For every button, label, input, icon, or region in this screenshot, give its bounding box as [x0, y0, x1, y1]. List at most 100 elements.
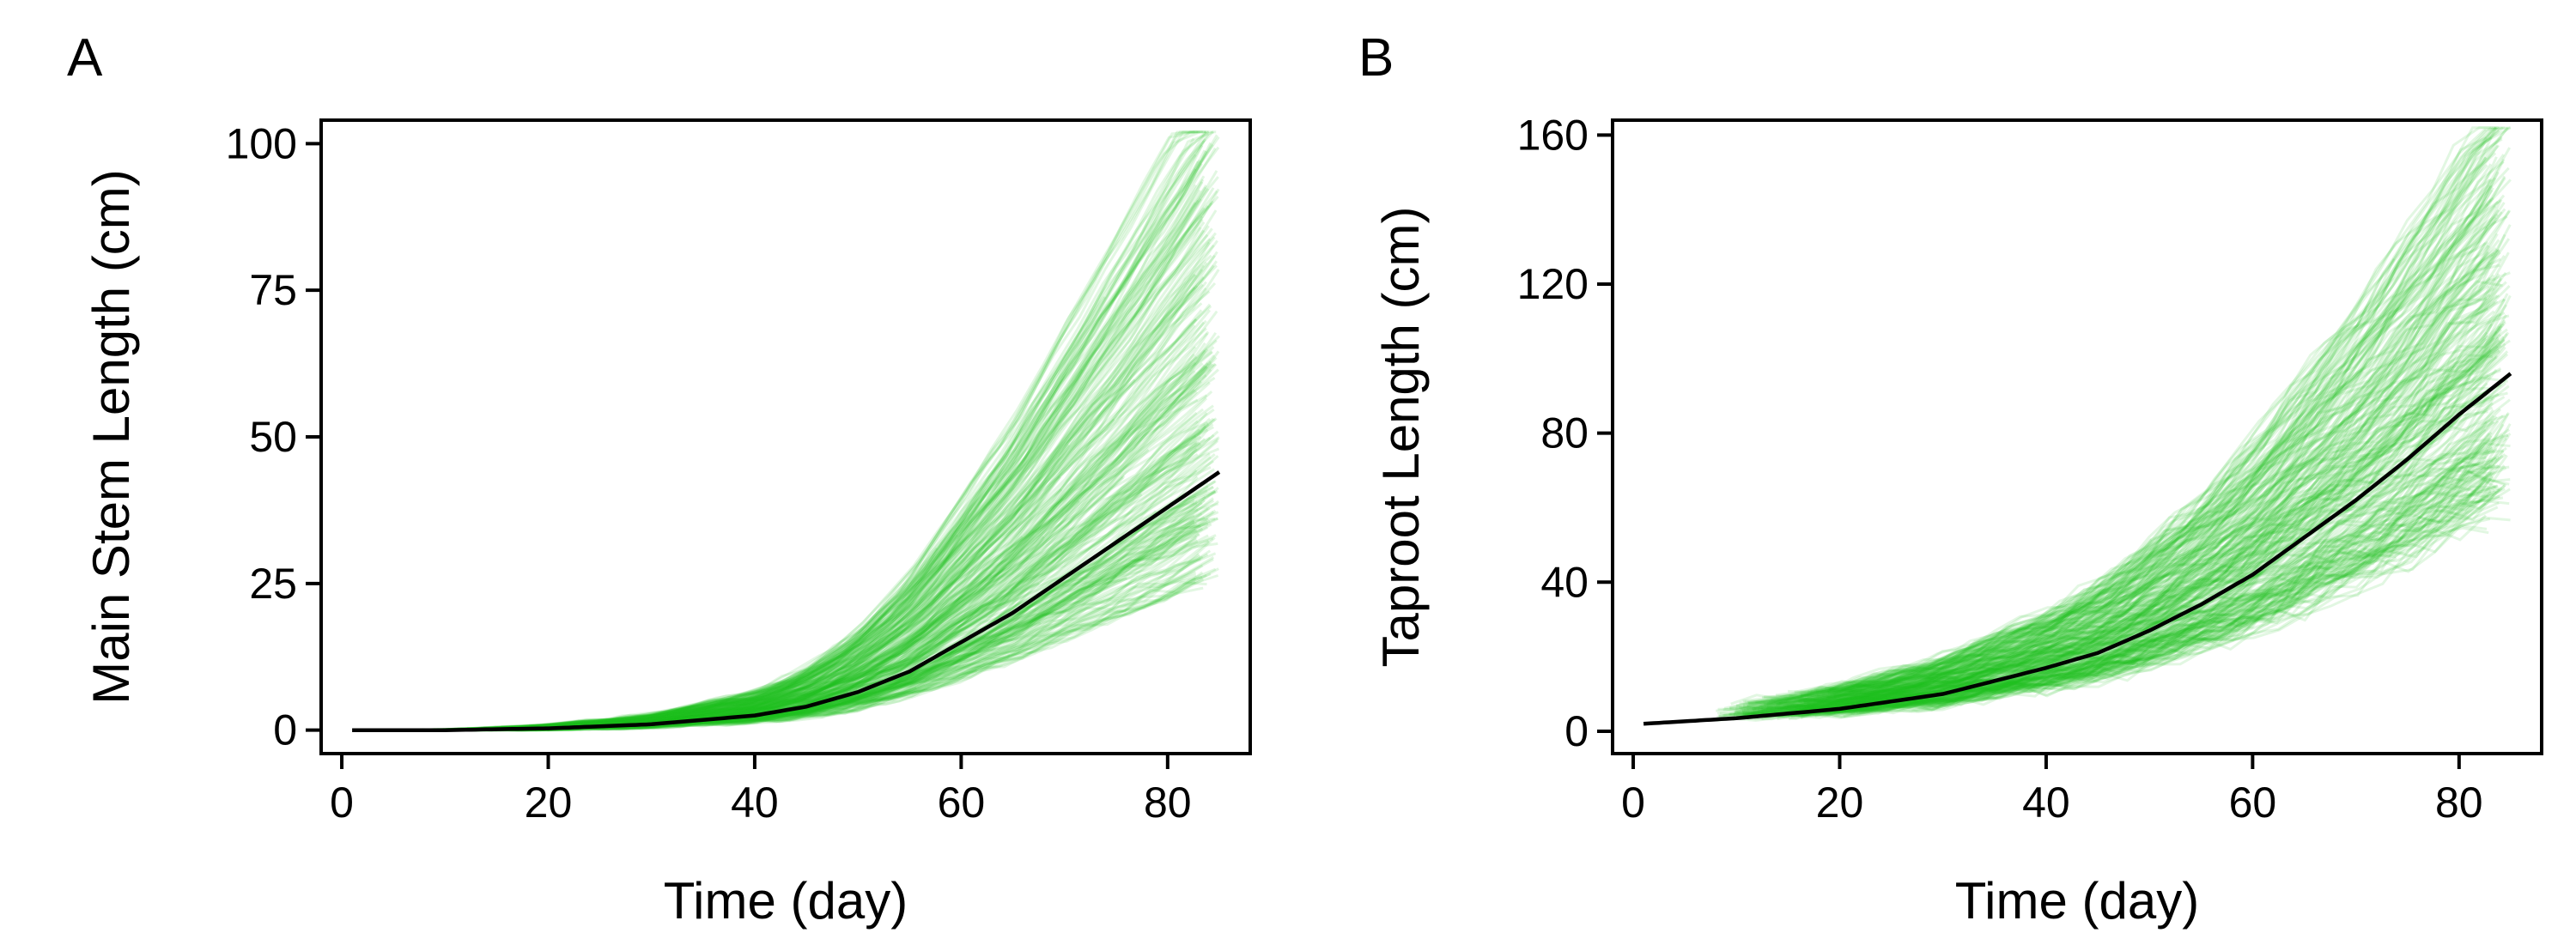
- x-axis-b: 0 20 40 60 80: [1621, 754, 2483, 827]
- individual-line-b: [1794, 324, 2493, 711]
- individual-line-a: [465, 264, 1215, 731]
- individual-line-b: [1730, 126, 2506, 706]
- individual-line-b: [1803, 263, 2501, 704]
- x-tick-label-b: 60: [2229, 778, 2277, 827]
- individual-line-b: [1747, 368, 2498, 714]
- individual-line-b: [1840, 129, 2488, 691]
- individual-line-a: [517, 354, 1216, 730]
- individual-line-b: [1850, 490, 2497, 715]
- individual-line-b: [1747, 457, 2497, 720]
- individual-line-b: [1764, 474, 2488, 719]
- individual-line-a: [521, 269, 1220, 730]
- individual-line-b: [1838, 411, 2510, 707]
- x-tick-label-a: 0: [330, 778, 354, 827]
- individual-line-b: [1808, 466, 2507, 712]
- individual-line-a: [416, 134, 1218, 732]
- individual-line-a: [506, 179, 1205, 729]
- individual-line-b: [1765, 334, 2488, 710]
- individual-line-a: [529, 554, 1201, 731]
- individual-line-a: [540, 390, 1213, 729]
- individual-line-b: [1799, 127, 2498, 696]
- individual-line-b: [1827, 130, 2500, 694]
- x-tick-label-b: 0: [1621, 778, 1645, 827]
- individual-line-b: [1832, 154, 2505, 693]
- individual-line-b: [1794, 136, 2493, 694]
- individual-line-a: [453, 144, 1204, 732]
- individual-line-a: [483, 185, 1207, 730]
- individual-line-b: [1857, 336, 2505, 704]
- individual-line-a: [531, 181, 1204, 729]
- individual-line-b: [1856, 324, 2503, 699]
- individual-line-b: [1850, 220, 2497, 692]
- individual-line-a: [547, 188, 1220, 728]
- individual-line-b: [1814, 514, 2488, 718]
- individual-line-b: [1761, 339, 2511, 711]
- individual-line-b: [1847, 254, 2494, 696]
- individual-line-b: [1735, 314, 2510, 713]
- individual-line-a: [508, 349, 1206, 730]
- individual-line-b: [1801, 488, 2500, 714]
- individual-line-a: [535, 261, 1208, 730]
- individual-line-b: [1852, 464, 2500, 712]
- individual-line-b: [1788, 516, 2511, 719]
- individual-line-b: [1836, 454, 2508, 709]
- individual-line-b: [1795, 402, 2494, 711]
- individual-line-b: [1801, 392, 2500, 709]
- individual-line-b: [1788, 126, 2512, 694]
- individual-line-b: [1833, 177, 2506, 699]
- individual-line-b: [1851, 469, 2343, 700]
- individual-line-b: [1752, 277, 2503, 712]
- individual-line-a: [438, 143, 1214, 732]
- individual-line-b: [1826, 200, 2500, 698]
- individual-line-a: [518, 254, 1216, 730]
- individual-line-b: [1801, 484, 2499, 718]
- individual-line-b: [1780, 415, 2504, 710]
- individual-line-a: [500, 285, 1199, 730]
- individual-line-a: [498, 168, 1197, 730]
- individual-line-b: [1735, 179, 2512, 707]
- individual-line-b: [1778, 211, 2503, 705]
- individual-line-b: [1774, 345, 2499, 710]
- individual-line-b: [1856, 137, 2503, 689]
- individual-line-b: [1832, 202, 2506, 700]
- individual-line-b: [1753, 280, 2503, 711]
- individual-line-b: [1769, 585, 2236, 715]
- individual-line-a: [422, 411, 1198, 732]
- individual-line-b: [1800, 257, 2396, 696]
- individual-line-b: [1807, 449, 2505, 712]
- individual-line-b: [1758, 333, 2508, 711]
- individual-line-a: [505, 215, 1204, 731]
- individual-line-b: [1747, 602, 2161, 711]
- individual-line-b: [1807, 396, 2506, 713]
- individual-line-b: [1759, 126, 2510, 707]
- individual-line-b: [1845, 470, 2492, 711]
- x-tick-label-a: 20: [525, 778, 573, 827]
- individual-line-a: [477, 558, 1201, 732]
- individual-line-b: [1807, 346, 2506, 711]
- y-tick-label-a: 50: [249, 413, 297, 461]
- individual-line-b: [1815, 524, 2488, 719]
- individual-line-b: [1798, 385, 2497, 712]
- individual-line-b: [1804, 136, 2503, 699]
- individual-line-a: [405, 130, 1206, 732]
- individual-line-b: [1723, 144, 2500, 710]
- individual-line-b: [1716, 348, 2492, 719]
- individual-line-b: [1777, 251, 2501, 706]
- individual-line-b: [1767, 463, 2491, 718]
- individual-line-a: [416, 260, 1218, 732]
- y-axis-a: 0 25 50 75 100: [226, 119, 321, 754]
- individual-line-a: [444, 368, 1219, 732]
- individual-line-b: [1752, 333, 2502, 712]
- individual-line-a: [457, 130, 1207, 730]
- individual-line-b: [1763, 298, 2488, 706]
- individual-line-b: [1850, 152, 2497, 687]
- individual-line-b: [1799, 246, 2497, 702]
- individual-line-b: [1834, 321, 2506, 700]
- individual-line-a: [495, 567, 1219, 732]
- individual-line-a: [483, 130, 1207, 730]
- individual-line-b: [1860, 590, 2275, 712]
- individual-line-b: [1797, 488, 2495, 716]
- individual-line-a: [434, 188, 1210, 732]
- individual-line-a: [427, 302, 1203, 731]
